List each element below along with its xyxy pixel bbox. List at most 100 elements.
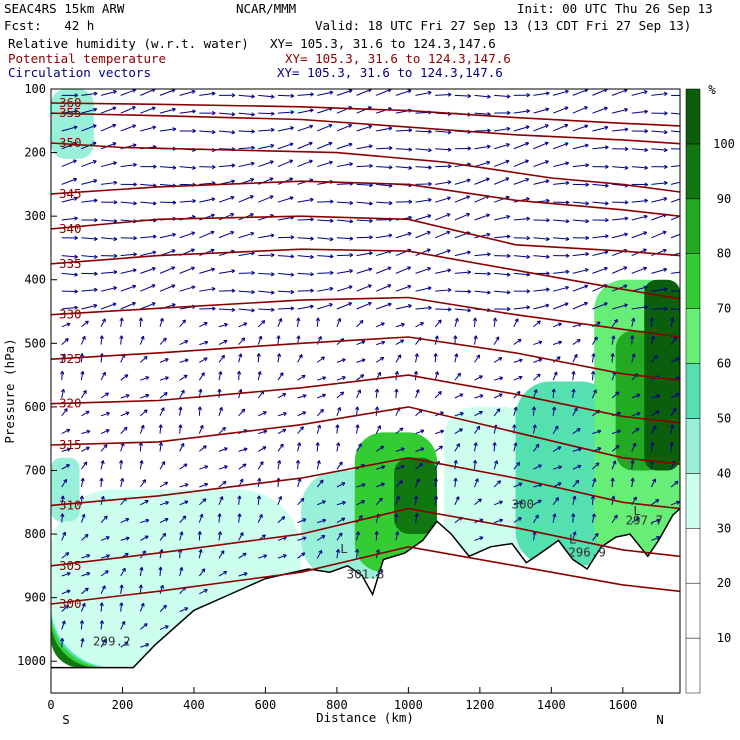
vector-36 [81, 159, 97, 168]
annotation-4: 297.7 [625, 513, 663, 528]
vector-557 [435, 268, 452, 274]
terrain [51, 508, 680, 693]
vector-635 [492, 317, 498, 327]
vector-413 [316, 549, 323, 559]
vector-66 [100, 123, 117, 132]
vector-454 [356, 319, 364, 328]
vector-714 [552, 371, 558, 381]
vector-842 [651, 394, 661, 399]
vector-267 [217, 388, 222, 399]
vector-409 [316, 479, 324, 488]
vector-188 [159, 584, 164, 594]
vector-434 [336, 442, 341, 452]
vector-151 [140, 500, 149, 506]
vector-252 [218, 130, 236, 135]
vector-362 [297, 124, 314, 132]
vector-567 [434, 445, 443, 452]
vector-61 [80, 602, 86, 612]
vector-280 [238, 129, 255, 134]
vector-303 [238, 532, 244, 541]
vector-787 [611, 303, 628, 310]
vector-522 [415, 90, 432, 96]
vector-558 [435, 287, 452, 293]
vector-5 [61, 177, 78, 185]
vector-183 [159, 500, 169, 506]
vector-243 [199, 482, 209, 488]
vector-467 [354, 548, 360, 559]
vector-759 [592, 266, 608, 274]
vector-82 [100, 411, 110, 417]
vector-625 [494, 143, 510, 150]
vector-627 [493, 177, 510, 185]
vector-696 [533, 514, 539, 523]
vector-282 [238, 161, 255, 168]
vector-528 [415, 197, 432, 203]
colorbar-label-6: 70 [717, 302, 731, 316]
vector-264 [218, 339, 228, 346]
vector-829 [651, 164, 668, 169]
vector-654 [513, 216, 531, 221]
vector-869 [670, 407, 677, 417]
vector-118 [120, 477, 125, 488]
field-name-theta: Potential temperature [8, 51, 167, 66]
vector-709 [553, 285, 569, 292]
vector-857 [670, 198, 680, 203]
vector-553 [435, 196, 451, 203]
vector-513 [394, 388, 399, 399]
vector-222 [199, 110, 216, 116]
vector-594 [454, 496, 460, 506]
vector-851 [671, 94, 680, 96]
vector-63 [80, 638, 85, 648]
vector-615 [474, 425, 481, 434]
vector-574 [454, 146, 472, 151]
vector-482 [376, 340, 386, 346]
vector-658 [513, 289, 531, 294]
y-tick-label-2: 300 [24, 209, 46, 223]
vector-360 [297, 92, 314, 97]
vector-54 [80, 477, 85, 488]
vector-820 [631, 442, 637, 452]
vector-235 [199, 340, 209, 346]
vector-244 [198, 498, 207, 506]
vector-444 [356, 144, 373, 150]
vector-345 [277, 306, 295, 311]
vector-834 [651, 248, 667, 257]
theta-label-310: 310 [59, 497, 82, 512]
vector-37 [81, 178, 98, 185]
vector-431 [336, 391, 345, 399]
vector-150 [139, 479, 146, 488]
vector-316 [258, 272, 275, 277]
vector-350 [277, 393, 287, 399]
x-axis-label: Distance (km) [316, 710, 414, 725]
vector-356 [277, 496, 283, 505]
vector-753 [592, 164, 609, 169]
vector-521 [395, 531, 400, 541]
vector-526 [415, 165, 432, 170]
vector-397 [317, 270, 334, 275]
vector-304 [238, 552, 247, 559]
vector-414 [336, 89, 353, 96]
vector-346 [277, 318, 283, 327]
center-label: NCAR/MMM [236, 1, 297, 16]
vector-455 [356, 340, 366, 346]
vector-871 [669, 442, 674, 452]
vector-774 [592, 532, 599, 541]
vector-552 [435, 180, 452, 185]
vector-421 [336, 219, 354, 224]
vector-789 [611, 335, 616, 345]
vector-817 [631, 393, 641, 399]
vector-530 [415, 230, 431, 239]
vector-450 [356, 251, 373, 257]
vector-321 [256, 353, 261, 363]
vector-292 [238, 337, 246, 345]
field-xy-theta: XY= 105.3, 31.6 to 124.3,147.6 [285, 51, 511, 66]
vector-531 [415, 248, 431, 257]
vector-457 [356, 374, 365, 381]
plot-frame [50, 88, 681, 694]
vector-447 [356, 201, 373, 206]
theta-label-355: 355 [59, 105, 82, 120]
vector-398 [317, 286, 334, 292]
vector-20 [61, 447, 71, 452]
vector-53 [80, 461, 88, 470]
